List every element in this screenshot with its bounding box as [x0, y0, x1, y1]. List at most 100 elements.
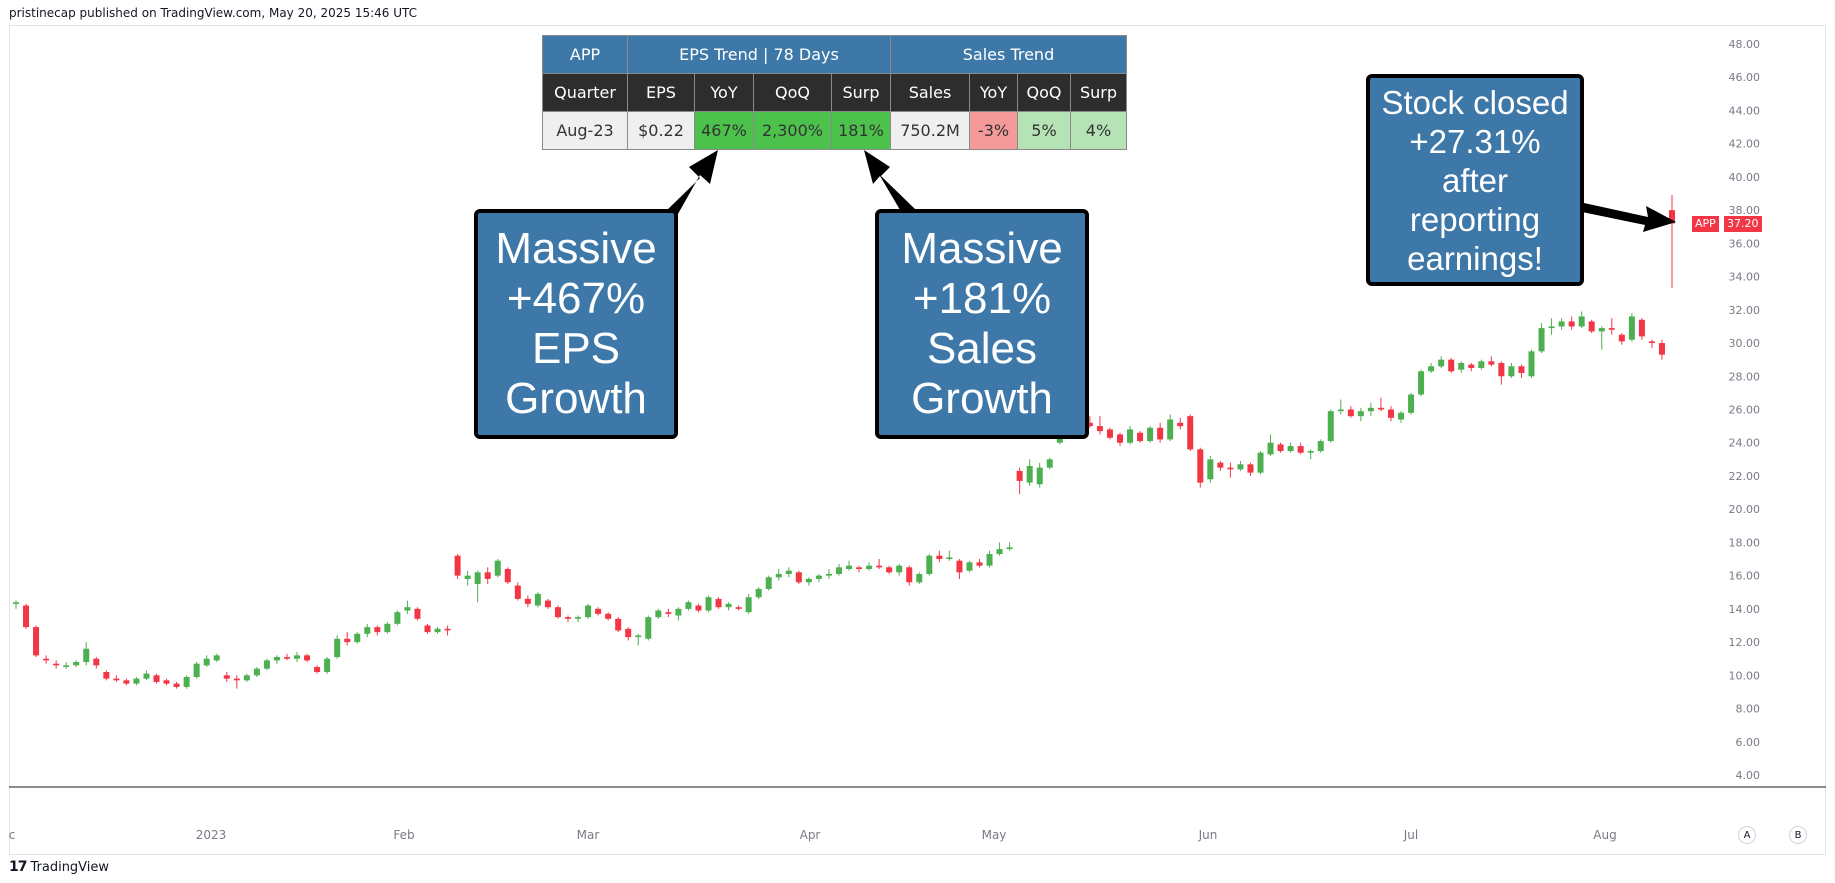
candle-body — [1538, 328, 1545, 352]
candle-body — [123, 680, 130, 684]
candle-body — [1167, 419, 1174, 440]
candle-body — [1267, 442, 1274, 455]
candle-body — [976, 562, 983, 566]
x-tick-label: May — [982, 828, 1007, 842]
candle-body — [896, 565, 903, 573]
candle-body — [1578, 316, 1585, 327]
callout-sales-growth: Massive +181% Sales Growth — [875, 209, 1089, 439]
candle-body — [866, 565, 873, 569]
y-tick-label: 28.00 — [1729, 370, 1761, 383]
y-tick-label: 40.00 — [1729, 171, 1761, 184]
candle-body — [544, 600, 551, 608]
candle-body — [625, 628, 632, 638]
candle-body — [1628, 316, 1635, 340]
candle-body — [1548, 326, 1555, 329]
col-eps-qoq: QoQ — [753, 73, 832, 112]
candle-body — [1438, 359, 1445, 367]
candle-body — [294, 655, 301, 659]
candle-body — [785, 570, 792, 574]
candle-body — [1488, 361, 1495, 365]
candle-body — [886, 567, 893, 573]
candle-body — [1026, 465, 1033, 483]
candle-body — [554, 607, 561, 618]
candle-body — [1357, 411, 1364, 417]
chart-frame[interactable] — [9, 25, 1826, 855]
candle-body — [1608, 328, 1615, 330]
y-tick-label: 22.00 — [1729, 470, 1761, 483]
candle-body — [1428, 366, 1435, 372]
y-tick-label: 20.00 — [1729, 503, 1761, 516]
candle-body — [273, 657, 280, 661]
candle-body — [514, 585, 521, 599]
x-tick-label: Aug — [1593, 828, 1616, 842]
candle-body — [494, 560, 501, 576]
arrow-sales — [864, 150, 916, 220]
candle-body — [1648, 341, 1655, 344]
candle-body — [906, 567, 913, 583]
x-tick-label: Mar — [577, 828, 600, 842]
annotation-arrows — [665, 150, 1676, 232]
candle-body — [1217, 462, 1224, 468]
candle-body — [595, 608, 602, 614]
candle-body — [1658, 343, 1665, 355]
candle-body — [1307, 451, 1314, 453]
x-tick-label: Apr — [800, 828, 821, 842]
col-sales: Sales — [890, 73, 970, 112]
candle-body — [765, 577, 772, 589]
y-tick-label: 4.00 — [1736, 769, 1761, 782]
candle-body — [143, 673, 150, 679]
candle-body — [1287, 446, 1294, 452]
candle-body — [1137, 432, 1144, 442]
candle-body — [1157, 427, 1164, 440]
candle-body — [735, 607, 742, 609]
candle-body — [1127, 429, 1134, 443]
table-group-sales: Sales Trend — [890, 35, 1127, 74]
candle-body — [374, 627, 381, 633]
candle-body — [966, 562, 973, 571]
candle-body — [1046, 459, 1053, 468]
candle-body — [253, 668, 260, 676]
x-tick-label: Jun — [1198, 828, 1218, 842]
y-tick-label: 24.00 — [1729, 437, 1761, 450]
candle-body — [1478, 361, 1485, 368]
candle-body — [1106, 429, 1113, 438]
callout-eps-growth: Massive +467% EPS Growth — [474, 209, 678, 439]
candle-body — [615, 618, 622, 631]
candle-body — [1016, 470, 1023, 481]
candle-body — [334, 638, 341, 658]
candle-body — [404, 607, 411, 611]
candle-body — [1257, 452, 1264, 473]
candle-body — [665, 612, 672, 614]
candle-body — [474, 572, 481, 584]
candle-body — [1337, 409, 1344, 412]
y-tick-label: 34.00 — [1729, 271, 1761, 284]
y-tick-label: 16.00 — [1729, 570, 1761, 583]
candle-body — [876, 565, 883, 568]
candle-body — [394, 612, 401, 624]
candle-body — [946, 557, 953, 560]
candle-body — [1327, 411, 1334, 442]
log-scale-button[interactable]: B — [1789, 826, 1807, 844]
candle-body — [133, 678, 140, 684]
candle-body — [1317, 441, 1324, 452]
candle-body — [193, 663, 200, 677]
candle-body — [1528, 351, 1535, 377]
candle-body — [163, 680, 170, 684]
candle-body — [283, 657, 290, 659]
candle-body — [1669, 210, 1675, 224]
candle-body — [223, 675, 230, 679]
candle-body — [685, 602, 692, 609]
auto-scale-button[interactable]: A — [1738, 826, 1756, 844]
candle-body — [504, 568, 511, 583]
candle-body — [1377, 407, 1384, 410]
cell-eps: $0.22 — [627, 111, 695, 150]
candle-body — [695, 605, 702, 611]
candle-body — [956, 560, 963, 573]
y-tick-label: 42.00 — [1729, 138, 1761, 151]
cell-eps-surp: 181% — [831, 111, 891, 150]
cell-quarter: Aug-23 — [542, 111, 628, 150]
candle-body — [304, 655, 311, 661]
candle-body — [1227, 467, 1234, 470]
candle-body — [23, 605, 30, 628]
